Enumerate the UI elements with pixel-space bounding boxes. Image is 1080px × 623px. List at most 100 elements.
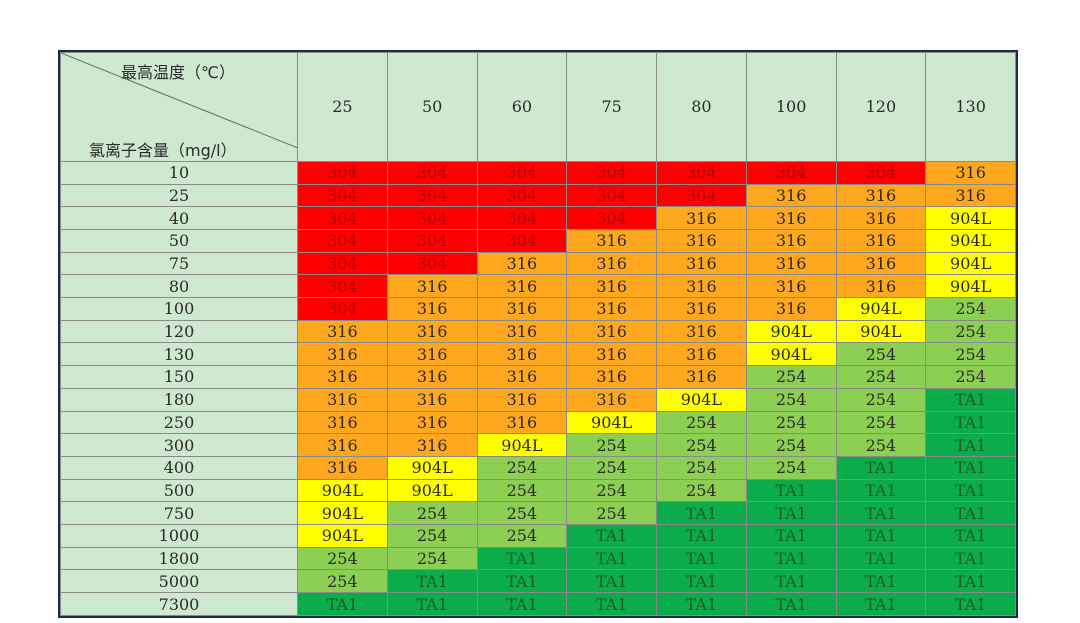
material-cell: TA1 bbox=[745, 478, 837, 503]
material-cell: TA1 bbox=[745, 501, 837, 525]
material-cell: 304 bbox=[297, 160, 388, 185]
material-cell: 254 bbox=[386, 501, 478, 525]
material-cell: 904L bbox=[925, 274, 1016, 299]
material-cell: 304 bbox=[386, 251, 478, 276]
material-cell: 316 bbox=[476, 251, 568, 276]
material-cell: 904L bbox=[925, 206, 1016, 231]
material-cell: TA1 bbox=[925, 523, 1016, 548]
material-cell: TA1 bbox=[386, 592, 478, 616]
table-row: 500 904L 904L 254 254 254 TA1 TA1 TA1 bbox=[60, 478, 1016, 503]
row-label: 750 bbox=[60, 501, 298, 525]
material-cell: TA1 bbox=[835, 592, 927, 616]
material-cell: 316 bbox=[656, 206, 747, 231]
material-cell: 904L bbox=[476, 433, 568, 457]
material-cell: 316 bbox=[566, 365, 657, 389]
material-cell: 316 bbox=[656, 229, 747, 253]
material-cell: 304 bbox=[297, 206, 388, 231]
material-cell: TA1 bbox=[835, 501, 927, 525]
material-cell: 316 bbox=[386, 387, 478, 412]
material-cell: 316 bbox=[386, 365, 478, 389]
material-cell: 254 bbox=[476, 478, 568, 503]
material-cell: 254 bbox=[745, 410, 837, 435]
table-row: 300 316 316 904L 254 254 254 254 TA1 bbox=[60, 433, 1016, 457]
row-label: 50 bbox=[60, 229, 298, 253]
table-row: 1800 254 254 TA1 TA1 TA1 TA1 TA1 TA1 bbox=[60, 546, 1016, 571]
material-cell: 254 bbox=[745, 455, 837, 480]
material-cell: TA1 bbox=[656, 592, 747, 616]
material-cell: 316 bbox=[656, 251, 747, 276]
material-cell: 304 bbox=[476, 183, 568, 208]
material-cell: TA1 bbox=[566, 523, 657, 548]
row-label: 25 bbox=[60, 183, 298, 208]
material-cell: 254 bbox=[835, 433, 927, 457]
material-cell: TA1 bbox=[566, 592, 657, 616]
row-label: 180 bbox=[60, 387, 298, 412]
material-cell: 254 bbox=[476, 501, 568, 525]
material-cell: TA1 bbox=[476, 592, 568, 616]
row-label: 300 bbox=[60, 433, 298, 457]
material-cell: 904L bbox=[297, 523, 388, 548]
material-cell: TA1 bbox=[656, 569, 747, 594]
material-cell: TA1 bbox=[386, 569, 478, 594]
material-cell: 254 bbox=[925, 319, 1016, 344]
material-cell: 304 bbox=[297, 274, 388, 299]
row-label: 80 bbox=[60, 274, 298, 299]
material-cell: 316 bbox=[297, 410, 388, 435]
material-cell: 316 bbox=[835, 274, 927, 299]
material-cell: 304 bbox=[656, 160, 747, 185]
material-cell: 316 bbox=[386, 433, 478, 457]
material-cell: 254 bbox=[566, 455, 657, 480]
material-table: 最高温度（℃） 氯离子含量（mg/l） 25 50 60 75 80 100 120 130 … bbox=[60, 52, 1016, 616]
material-cell: TA1 bbox=[566, 546, 657, 571]
row-label: 150 bbox=[60, 365, 298, 389]
diagonal bbox=[61, 53, 298, 148]
column-header: 25 bbox=[297, 52, 388, 162]
material-cell: 904L bbox=[386, 455, 478, 480]
material-cell: TA1 bbox=[835, 455, 927, 480]
column-header: 75 bbox=[566, 52, 657, 162]
material-cell: TA1 bbox=[925, 433, 1016, 457]
material-cell: 254 bbox=[835, 365, 927, 389]
material-cell: 304 bbox=[745, 160, 837, 185]
material-cell: TA1 bbox=[925, 546, 1016, 571]
material-cell: 254 bbox=[297, 546, 388, 571]
table-row: 75 304 304 316 316 316 316 316 904L bbox=[60, 251, 1016, 276]
material-cell: 316 bbox=[386, 342, 478, 367]
material-cell: 904L bbox=[925, 251, 1016, 276]
material-cell: 316 bbox=[566, 229, 657, 253]
material-cell: 316 bbox=[386, 319, 478, 344]
table-row: 130 316 316 316 316 316 904L 254 254 bbox=[60, 342, 1016, 367]
material-cell: 316 bbox=[297, 455, 388, 480]
material-cell: 254 bbox=[835, 342, 927, 367]
material-cell: 904L bbox=[925, 229, 1016, 253]
row-label: 1000 bbox=[60, 523, 298, 548]
material-cell: 304 bbox=[297, 251, 388, 276]
material-cell: 316 bbox=[297, 319, 388, 344]
material-cell: 254 bbox=[925, 365, 1016, 389]
table-row: 120 316 316 316 316 316 904L 904L 254 bbox=[60, 319, 1016, 344]
material-cell: 316 bbox=[297, 342, 388, 367]
material-cell: 304 bbox=[566, 183, 657, 208]
material-cell: 316 bbox=[745, 251, 837, 276]
material-cell: TA1 bbox=[835, 523, 927, 548]
material-cell: 254 bbox=[566, 478, 657, 503]
row-label: 10 bbox=[60, 160, 298, 185]
material-cell: 254 bbox=[745, 433, 837, 457]
material-cell: 316 bbox=[386, 274, 478, 299]
material-cell: 904L bbox=[386, 478, 478, 503]
material-cell: 254 bbox=[476, 455, 568, 480]
row-label: 400 bbox=[60, 455, 298, 480]
material-cell: TA1 bbox=[835, 569, 927, 594]
material-cell: TA1 bbox=[925, 410, 1016, 435]
material-cell: 304 bbox=[656, 183, 747, 208]
material-cell: TA1 bbox=[925, 592, 1016, 616]
material-cell: TA1 bbox=[925, 569, 1016, 594]
material-cell: 304 bbox=[297, 297, 388, 321]
material-cell: 316 bbox=[386, 410, 478, 435]
row-label: 5000 bbox=[60, 569, 298, 594]
material-cell: 904L bbox=[656, 387, 747, 412]
material-cell: TA1 bbox=[745, 569, 837, 594]
material-cell: TA1 bbox=[745, 523, 837, 548]
material-cell: 316 bbox=[566, 319, 657, 344]
material-cell: 316 bbox=[566, 387, 657, 412]
